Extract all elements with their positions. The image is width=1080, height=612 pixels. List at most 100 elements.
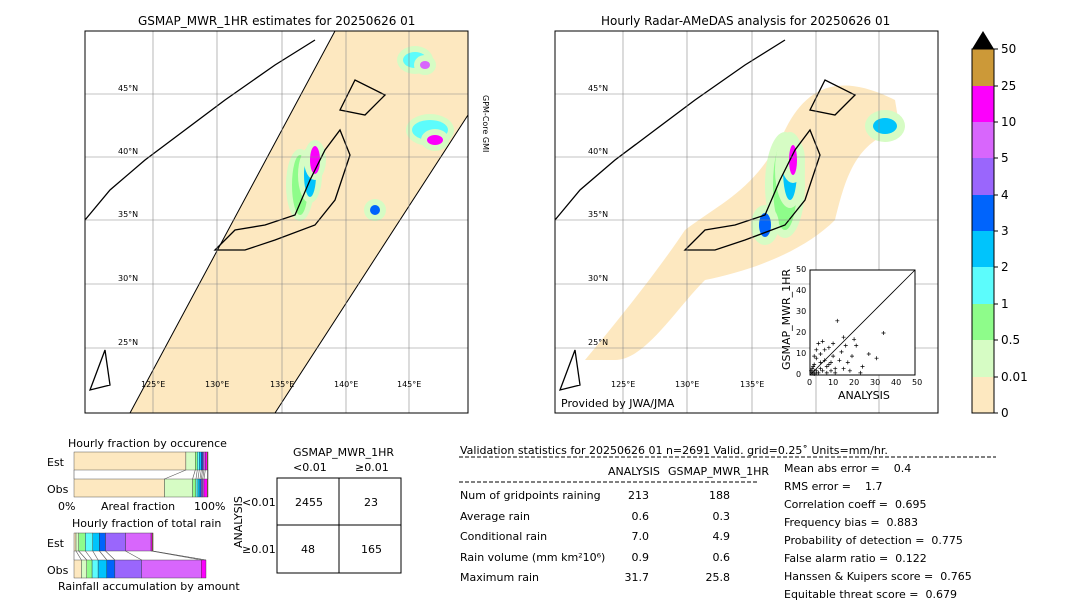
one-to-one-line [809,269,916,376]
scatter-point [833,370,838,375]
scatter-point [820,339,825,344]
lat-label: 25°N [118,338,139,347]
scatter-point [833,366,838,371]
fraction-segment [78,532,86,552]
cell-false-alarm: 23 [364,496,378,509]
colorbar-segment [972,49,994,86]
stat-a: 0.9 [631,550,650,564]
scatter-point [822,347,827,352]
scatter-point [824,370,829,375]
fraction-segment [202,451,205,471]
scatter-point [814,356,819,361]
tick-0pct: 0% [58,500,76,513]
scatter-point [852,337,857,342]
scatter-point [841,335,846,340]
scatter-point [812,354,817,359]
tick-100pct: 100% [194,500,226,513]
col-label: <0.01 [293,461,327,474]
fraction-segment [201,451,203,471]
lat-label: 40°N [118,147,139,156]
fraction-segment [105,532,126,552]
scatter-point [866,352,871,356]
scatter-point [814,370,819,375]
col-label: ≥0.01 [355,461,389,474]
scatter-point [841,366,846,371]
scatter-point [847,368,852,373]
colorbar-segment [972,377,994,413]
scatter-point [811,364,816,369]
fraction-segment [207,478,209,498]
colorbar-tick: 2 [1001,260,1009,274]
colorbar-tick: 0 [1001,406,1009,420]
scatter-point [874,356,879,361]
stat-g: 188 [709,489,730,502]
obs-label: Obs [47,483,69,496]
score: Correlation coeff = 0.695 [784,498,927,511]
stat-g: 25.8 [705,571,731,584]
coastline [554,39,857,391]
scatter-point [829,368,833,373]
fraction-segment [199,478,202,498]
fraction-segment [85,532,93,552]
y-tick: 0 [796,370,802,379]
scatter-point [881,331,886,335]
scatter-point [822,358,827,363]
lon-label: 130°E [675,380,700,389]
coastline [84,39,387,391]
scatter-xlabel: ANALYSIS [838,389,890,402]
col-gsmap: GSMAP_MWR_1HR [668,465,770,478]
colorbar-segment [972,231,994,267]
x-tick: 30 [870,378,881,387]
colorbar-tick: 4 [1001,188,1009,202]
y-tick: 40 [796,286,807,295]
y-tick: 30 [796,307,807,316]
y-tick: 10 [796,349,807,358]
lon-label: 130°E [205,380,230,389]
lon-label: 135°E [740,380,765,389]
colorbar-tick: 1 [1001,297,1009,311]
fraction-segment [205,451,208,471]
scatter-point [816,341,821,346]
scatter-point [835,318,840,323]
scatter-point [826,345,831,350]
lat-label: 30°N [118,274,139,283]
stat-g: 4.9 [712,530,731,543]
scatter-point [845,360,850,365]
row-label: <0.01 [242,496,276,509]
fraction-segment [185,451,196,471]
fraction-segment [197,478,201,498]
cell-hits-none: 2455 [295,496,323,509]
colorbar-tick: 10 [1001,115,1017,129]
x-tick: 40 [891,378,902,387]
scatter-point [831,341,836,346]
est-label: Est [47,456,64,469]
scatter-point [850,354,854,359]
cell-hit: 165 [361,543,382,556]
colorbar-tick: 25 [1001,79,1017,93]
score: RMS error = 1.7 [784,480,883,493]
colorbar-segment [972,340,994,377]
contingency-title: GSMAP_MWR_1HR [293,446,395,459]
scatter-point [812,362,817,367]
fraction-segment [99,532,106,552]
stat-g: 0.3 [712,509,731,523]
fraction-segment [202,478,205,498]
colorbar-segment [972,304,994,340]
rain-fraction-title: Hourly fraction of total rain [72,517,222,530]
fraction-segment [125,532,152,552]
areal-fraction-label: Areal fraction [101,500,176,513]
fraction-segment [73,559,82,579]
lat-label: 25°N [588,338,609,347]
fraction-segment [207,451,209,471]
fraction-segment [106,559,116,579]
stat-a: 213 [628,489,649,502]
fraction-segment [197,451,200,471]
x-tick: 10 [828,378,839,387]
colorbar-segment [972,195,994,231]
lon-label: 135°E [270,380,295,389]
stat-label: Average rain [460,509,530,523]
lon-label: 125°E [611,380,636,389]
fraction-segment [150,532,153,552]
lat-label: 40°N [588,147,609,156]
stat-a: 0.6 [631,509,650,523]
